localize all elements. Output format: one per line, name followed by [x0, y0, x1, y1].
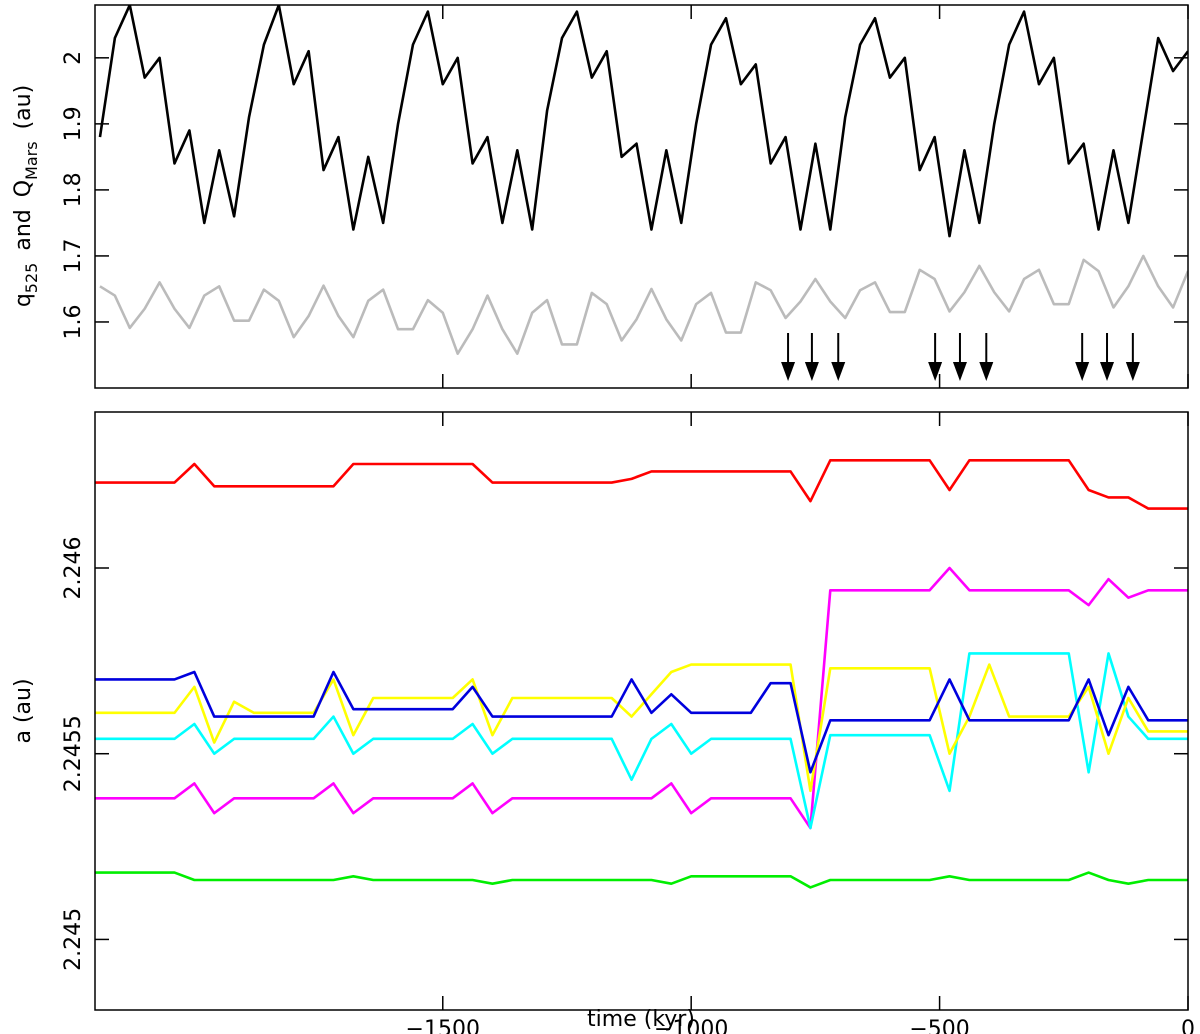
y-axis-label: q525 and QMars (au): [11, 85, 41, 307]
y-tick-label: 1.8: [61, 172, 86, 207]
y-tick-label: 2: [61, 51, 86, 65]
arrow-head: [952, 362, 967, 381]
arrow-head: [1125, 362, 1140, 381]
series-line: [95, 652, 1188, 830]
plot-frame: [94, 4, 1189, 389]
x-tick-label: −1500: [406, 1017, 480, 1034]
series-line: [95, 871, 1188, 889]
arrow-head: [804, 362, 819, 381]
y-label-sub: 525: [22, 263, 41, 294]
plot-frame: [94, 411, 1189, 1011]
y-tick-label: 2.245: [61, 908, 86, 971]
y-label-sub: Mars: [22, 141, 41, 180]
y-axis-label: a (au): [11, 678, 36, 743]
series-line: [98, 5, 1188, 238]
y-tick-label: 1.6: [61, 304, 86, 339]
series-line: [95, 663, 1188, 793]
x-tick-label: −500: [909, 1017, 969, 1034]
series-line: [95, 566, 1188, 830]
y-tick-label: 2.2455: [61, 715, 86, 792]
arrow-head: [831, 362, 846, 381]
series-line: [95, 458, 1188, 510]
y-label-part: q: [11, 293, 36, 307]
y-tick-label: 2.246: [61, 537, 86, 600]
series-line: [99, 254, 1188, 355]
y-label-part: Q: [11, 180, 36, 197]
y-tick-label: 1.9: [61, 106, 86, 141]
arrow-head: [1075, 362, 1090, 381]
x-axis-label: time (kyr): [587, 1007, 695, 1032]
y-label-part: (au): [11, 85, 36, 130]
y-label-part: and: [11, 209, 36, 250]
arrow-head: [979, 362, 994, 381]
arrow-head: [1100, 362, 1115, 381]
series-line: [95, 670, 1188, 774]
y-tick-label: 1.7: [61, 238, 86, 273]
arrow-head: [928, 362, 943, 381]
x-tick-label: 0: [1181, 1017, 1195, 1034]
x-tick-label: −1000: [654, 1017, 728, 1034]
arrow-head: [781, 362, 796, 381]
